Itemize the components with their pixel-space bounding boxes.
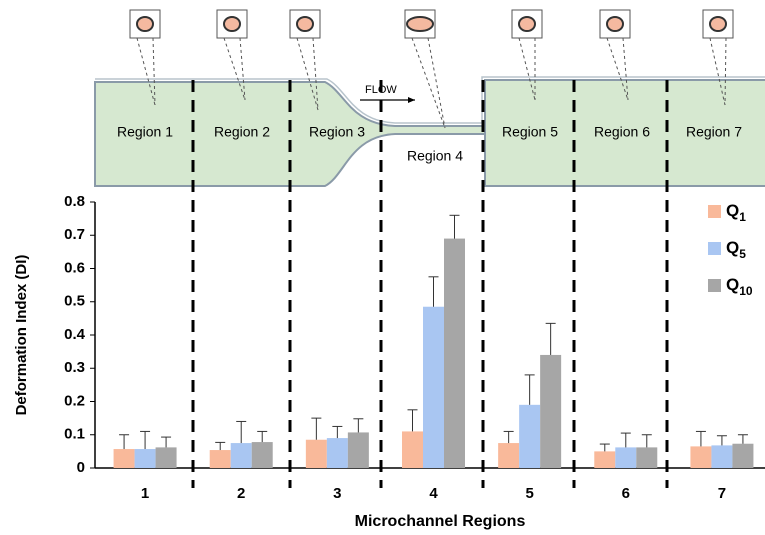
bar — [327, 438, 348, 468]
x-axis-title: Microchannel Regions — [355, 513, 526, 530]
y-tick-label: 0.1 — [64, 426, 85, 443]
error-bar — [353, 419, 363, 433]
bar — [402, 431, 423, 468]
region-label: Region 4 — [407, 148, 463, 164]
x-tick-label: 2 — [237, 485, 245, 502]
legend-label: Q1 — [726, 201, 746, 224]
error-bar — [332, 426, 342, 438]
bar — [348, 432, 369, 468]
flow-arrow-head — [408, 97, 415, 103]
y-tick-label: 0 — [77, 459, 85, 476]
bar — [156, 447, 177, 468]
x-tick-label: 1 — [141, 485, 149, 502]
x-tick-label: 6 — [622, 485, 630, 502]
error-bar — [215, 442, 225, 450]
y-tick-label: 0.4 — [64, 326, 86, 343]
cell-pointer — [412, 38, 445, 128]
error-bar — [696, 431, 706, 446]
bar — [444, 239, 465, 468]
bar — [519, 405, 540, 468]
y-tick-label: 0.6 — [64, 259, 85, 276]
x-tick-label: 7 — [718, 485, 726, 502]
error-bar — [119, 435, 129, 449]
error-bar — [257, 431, 267, 442]
error-bar — [546, 323, 556, 355]
error-bar — [525, 375, 535, 405]
legend-swatch — [708, 279, 721, 292]
legend-subscript: 1 — [739, 210, 746, 224]
cell — [519, 17, 535, 31]
cell — [224, 17, 240, 31]
bar — [135, 449, 156, 468]
error-bar — [642, 435, 652, 448]
error-bar — [717, 436, 727, 446]
region-label: Region 6 — [594, 124, 650, 140]
error-bar — [504, 431, 514, 443]
y-tick-label: 0.3 — [64, 359, 85, 376]
bar — [615, 447, 636, 468]
y-tick-label: 0.7 — [64, 226, 85, 243]
plot: Deformation Index (DI) Microchannel Regi… — [13, 193, 765, 530]
cell — [710, 17, 726, 31]
error-bar — [311, 418, 321, 440]
legend-label: Q5 — [726, 238, 746, 261]
bar — [306, 440, 327, 468]
legend-swatch — [708, 242, 721, 255]
error-bar — [621, 433, 631, 447]
error-bar — [450, 215, 460, 238]
legend-subscript: 5 — [739, 247, 746, 261]
bar — [423, 307, 444, 468]
bar — [114, 449, 135, 468]
bar — [252, 442, 273, 468]
y-tick-label: 0.8 — [64, 193, 85, 210]
bar — [231, 443, 252, 468]
x-tick-label: 5 — [525, 485, 533, 502]
error-bar — [738, 435, 748, 444]
legend-label: Q10 — [726, 275, 753, 298]
error-bar — [236, 421, 246, 443]
cell — [607, 17, 623, 31]
cell — [297, 17, 313, 31]
y-axis-title: Deformation Index (DI) — [13, 255, 30, 416]
bar — [498, 443, 519, 468]
y-tick-label: 0.5 — [64, 293, 85, 310]
region-label: Region 2 — [214, 124, 270, 140]
legend-subscript: 10 — [739, 284, 753, 298]
bar — [711, 445, 732, 468]
legend-name: Q — [726, 201, 739, 220]
bar — [594, 451, 615, 468]
bar — [732, 444, 753, 468]
error-bar — [161, 437, 171, 447]
legend-swatch — [708, 205, 721, 218]
x-tick-label: 3 — [333, 485, 341, 502]
error-bar — [429, 277, 439, 307]
error-bar — [600, 444, 610, 451]
figure: FLOW Region 1Region 2Region 3Region 4Reg… — [0, 0, 765, 535]
error-bar — [140, 431, 150, 449]
bar — [540, 355, 561, 468]
legend-name: Q — [726, 238, 739, 257]
cell-pointer — [428, 38, 445, 128]
bar — [690, 446, 711, 468]
bar — [210, 450, 231, 468]
region-label: Region 7 — [686, 124, 742, 140]
region-label: Region 3 — [309, 124, 365, 140]
region-label: Region 1 — [117, 124, 173, 140]
cell — [407, 17, 433, 31]
region-label: Region 5 — [502, 124, 558, 140]
legend-name: Q — [726, 275, 739, 294]
bar — [636, 447, 657, 468]
y-tick-label: 0.2 — [64, 392, 85, 409]
cell — [137, 17, 153, 31]
x-tick-label: 4 — [429, 485, 438, 502]
error-bar — [408, 410, 418, 432]
